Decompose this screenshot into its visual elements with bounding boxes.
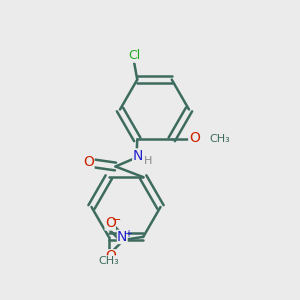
Text: CH₃: CH₃ (209, 134, 230, 144)
Text: N: N (133, 149, 143, 163)
Text: H: H (144, 155, 152, 166)
Text: O: O (105, 216, 116, 230)
Text: O: O (83, 155, 94, 169)
Text: +: + (124, 229, 132, 239)
Text: −: − (112, 215, 121, 225)
Text: O: O (189, 131, 200, 145)
Text: CH₃: CH₃ (98, 256, 119, 266)
Text: O: O (105, 249, 116, 263)
Text: Cl: Cl (128, 49, 140, 62)
Text: N: N (117, 230, 128, 244)
